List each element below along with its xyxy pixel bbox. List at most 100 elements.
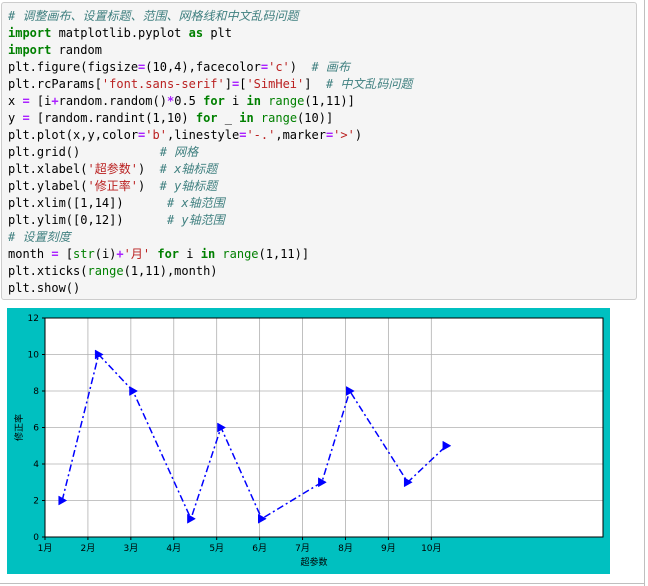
code-token: = <box>138 60 146 74</box>
y-axis-label: 修正率 <box>13 414 25 441</box>
y-tick-label: 0 <box>33 533 39 543</box>
code-token: range <box>260 111 298 125</box>
code-line: # 设置刻度 <box>8 229 630 246</box>
code-token: plt <box>203 26 232 40</box>
code-token: ] <box>304 77 326 91</box>
code-token: + <box>51 94 59 108</box>
x-tick-label: 10月 <box>421 543 441 554</box>
code-line: plt.grid() # 网格 <box>8 144 630 161</box>
x-tick-label: 9月 <box>381 543 396 554</box>
code-token: = <box>22 111 30 125</box>
code-token: _ <box>217 111 240 125</box>
code-token: matplotlib.pyplot <box>51 26 189 40</box>
series-line <box>61 352 447 521</box>
code-line: plt.xlabel('超参数') # x轴标题 <box>8 161 630 178</box>
code-token: = <box>51 247 59 261</box>
code-token: plt.ylabel( <box>8 179 88 193</box>
code-token: ,linestyle <box>166 128 240 142</box>
code-line: plt.ylim([0,12]) # y轴范围 <box>8 212 630 229</box>
y-tick-label: 4 <box>33 460 39 470</box>
code-token: '修正率' <box>87 179 138 193</box>
code-token: ) <box>354 128 363 142</box>
code-line: plt.show() <box>8 280 630 297</box>
code-token: (10)] <box>297 111 334 125</box>
code-token: plt.figure(figsize <box>8 60 139 74</box>
line-chart: 1月 2月 3月 4月 5月 6月 7月 8月 9月 10月 0 2 4 6 8 10 12 超参数 修正率 <box>7 308 610 574</box>
code-token: # y轴标题 <box>159 179 218 193</box>
code-token: for <box>157 247 180 261</box>
data-point-marker <box>94 349 104 360</box>
code-line: month = [str(i)+'月' for i in range(1,11)… <box>8 246 630 263</box>
code-token: # y轴范围 <box>166 213 225 227</box>
code-token: [i <box>29 94 52 108</box>
code-token: import <box>8 26 52 40</box>
code-token: x <box>8 94 23 108</box>
code-line: x = [i+random.random()*0.5 for i in rang… <box>8 93 630 110</box>
code-token: = <box>325 128 334 142</box>
x-tick-label: 6月 <box>252 543 267 554</box>
code-token: # 中文乱码问题 <box>325 77 413 91</box>
code-token: = <box>138 128 146 142</box>
code-token: i <box>179 247 201 261</box>
code-token: in <box>200 247 216 261</box>
code-token: = <box>260 60 269 74</box>
x-tick-label: 8月 <box>338 543 353 554</box>
code-line: import matplotlib.pyplot as plt <box>8 25 630 42</box>
code-token: plt.xlim([1,14]) <box>8 196 167 210</box>
data-point-marker <box>58 495 68 506</box>
code-token: [ <box>239 77 247 91</box>
code-token: + <box>116 247 124 261</box>
y-tick-label: 8 <box>33 387 39 397</box>
code-token: # 设置刻度 <box>8 230 71 244</box>
code-token: = <box>231 77 240 91</box>
data-point-marker <box>403 477 413 488</box>
code-line: plt.xticks(range(1,11),month) <box>8 263 630 280</box>
code-token <box>254 111 261 125</box>
code-token: 'c' <box>268 60 290 74</box>
data-point-marker <box>442 440 452 451</box>
code-line: plt.plot(x,y,color='b',linestyle='-.',ma… <box>8 127 630 144</box>
code-token: (1,11)] <box>258 247 310 261</box>
code-cell[interactable]: # 调整画布、设置标题、范围、网格线和中文乱码问题 import matplotl… <box>1 2 637 300</box>
code-token: for <box>203 94 225 108</box>
code-token: (i) <box>94 247 117 261</box>
x-tick-label: 5月 <box>209 543 224 554</box>
data-point-marker <box>129 386 139 396</box>
code-token: for <box>195 111 218 125</box>
code-token: plt.ylim([0,12]) <box>8 213 167 227</box>
code-token: range <box>268 94 305 108</box>
code-token: in <box>246 94 261 108</box>
code-line: plt.rcParams['font.sans-serif']=['SimHei… <box>8 76 630 93</box>
code-token: [ <box>58 247 74 261</box>
y-tick-label: 10 <box>28 351 40 361</box>
code-token: ) <box>137 162 160 176</box>
code-line: plt.ylabel('修正率') # y轴标题 <box>8 178 630 195</box>
code-token: # x轴范围 <box>166 196 225 210</box>
y-tick-label: 6 <box>33 424 39 434</box>
y-tick-label: 12 <box>28 314 39 324</box>
code-token: # 调整画布、设置标题、范围、网格线和中文乱码问题 <box>8 9 299 23</box>
x-tick-label: 1月 <box>38 543 53 554</box>
code-token: plt.plot(x,y,color <box>8 128 139 142</box>
code-token: ) <box>137 179 160 193</box>
code-token: in <box>239 111 254 125</box>
x-axis-label: 超参数 <box>300 556 327 568</box>
code-token: 'SimHei' <box>246 77 305 91</box>
x-tick-label: 7月 <box>295 543 310 554</box>
data-point-marker <box>187 513 196 524</box>
code-token: range <box>222 247 259 261</box>
screen-bottom-border <box>0 583 645 584</box>
code-token: * <box>166 94 175 108</box>
screen-right-border <box>644 0 645 586</box>
code-token: ) <box>289 60 312 74</box>
y-tick-label: 2 <box>33 497 39 507</box>
code-token: plt.show() <box>8 281 81 295</box>
code-token: i <box>224 94 247 108</box>
code-token: plt.xlabel( <box>8 162 88 176</box>
code-line: plt.figure(figsize=(10,4),facecolor='c')… <box>8 59 630 76</box>
x-tick-label: 4月 <box>166 543 181 554</box>
code-line: y = [random.randint(1,10) for _ in range… <box>8 110 630 127</box>
code-token: ,marker <box>275 128 326 142</box>
code-token: (1,11),month) <box>123 264 218 278</box>
code-token: random.random() <box>58 94 167 108</box>
